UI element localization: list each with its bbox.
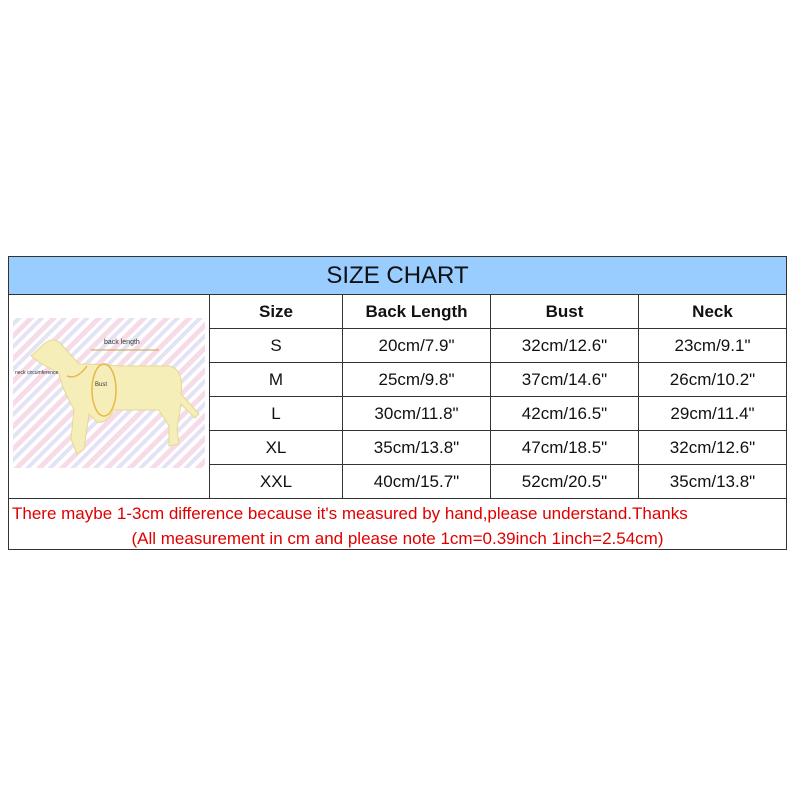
cell-bust: 52cm/20.5" [490,464,639,499]
cell-bust: 47cm/18.5" [490,430,639,465]
cell-back-length: 20cm/7.9" [342,328,491,363]
table-header-row: back length neck circumference Bust Size… [9,294,786,499]
cell-size: XL [209,430,343,465]
col-header-bust: Bust [490,294,639,329]
col-header-back-length: Back Length [342,294,491,329]
cell-bust: 37cm/14.6" [490,362,639,397]
cell-size: XXL [209,464,343,499]
cell-neck: 23cm/9.1" [638,328,786,363]
table-row: S 20cm/7.9" 32cm/12.6" 23cm/9.1" [9,328,786,363]
col-header-neck: Neck [638,294,786,329]
neck-label: neck circumference [15,370,59,376]
cell-size: L [209,396,343,431]
dog-measurement-diagram: back length neck circumference Bust [13,318,205,468]
note-units: (All measurement in cm and please note 1… [131,529,664,548]
table-row: L 30cm/11.8" 42cm/16.5" 29cm/11.4" [9,396,786,431]
note-difference: There maybe 1-3cm difference because it'… [12,504,688,523]
chart-title: SIZE CHART [9,257,786,295]
cell-back-length: 30cm/11.8" [342,396,491,431]
notes: There maybe 1-3cm difference because it'… [9,500,786,550]
cell-size: S [209,328,343,363]
col-header-size: Size [209,294,343,329]
bust-label: Bust [95,382,107,388]
size-chart: SIZE CHART back le [8,256,787,550]
table-row: XL 35cm/13.8" 47cm/18.5" 32cm/12.6" [9,430,786,465]
cell-neck: 32cm/12.6" [638,430,786,465]
cell-back-length: 40cm/15.7" [342,464,491,499]
cell-back-length: 35cm/13.8" [342,430,491,465]
cell-neck: 26cm/10.2" [638,362,786,397]
cell-neck: 35cm/13.8" [638,464,786,499]
cell-bust: 32cm/12.6" [490,328,639,363]
size-table: back length neck circumference Bust Size… [9,294,786,499]
cell-bust: 42cm/16.5" [490,396,639,431]
cell-neck: 29cm/11.4" [638,396,786,431]
table-row: XXL 40cm/15.7" 52cm/20.5" 35cm/13.8" [9,464,786,499]
back-length-label: back length [104,339,140,346]
dog-diagram-cell: back length neck circumference Bust [9,294,210,499]
table-row: M 25cm/9.8" 37cm/14.6" 26cm/10.2" [9,362,786,397]
cell-back-length: 25cm/9.8" [342,362,491,397]
cell-size: M [209,362,343,397]
